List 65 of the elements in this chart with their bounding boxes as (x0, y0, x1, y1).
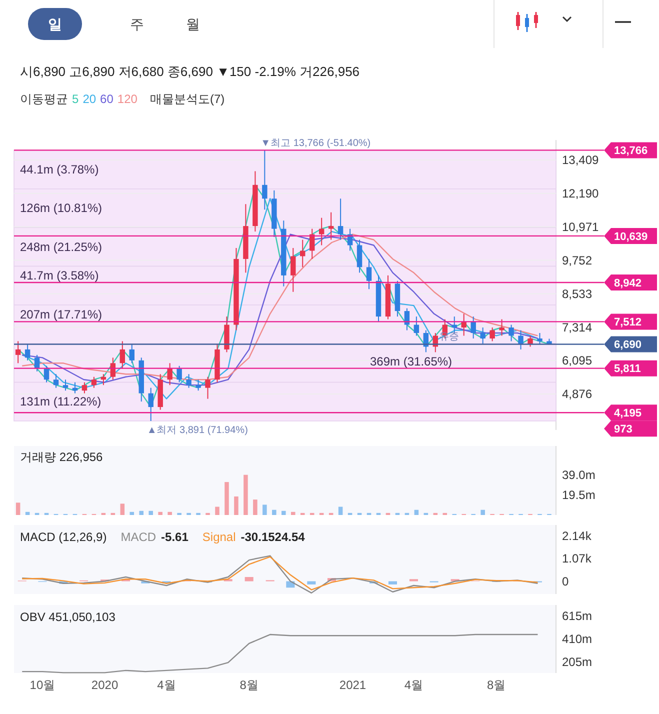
ref-line-label: 4,195 (614, 407, 642, 420)
y-tick-label: 0 (562, 574, 569, 588)
text: 일 (48, 16, 62, 32)
annotation: -30.1524.54 (240, 530, 306, 544)
band-label: 248m (21.25%) (20, 240, 102, 254)
ref-line-label: 8,942 (614, 277, 642, 290)
annotation: ▲최저 3,891 (71.94%) (146, 424, 248, 436)
ref-line-label: 6,690 (614, 339, 642, 352)
price-tag: 13,766 (604, 142, 657, 158)
text: Signal (202, 530, 236, 544)
ref-line-label: 5,811 (614, 363, 641, 376)
x-tick-label: 10월 (30, 678, 56, 692)
price-tag: 8,942 (604, 274, 657, 290)
ref-line-label: 10,639 (614, 230, 648, 243)
y-tick-label: 205m (562, 655, 592, 670)
x-tick-label: 4월 (404, 678, 424, 692)
chart-title: OBV 451,050,103 (20, 610, 116, 624)
band-label: 44.1m (3.78%) (20, 162, 99, 177)
ref-line-label: 13,766 (614, 145, 648, 158)
y-tick-label: 39.0m (562, 468, 596, 482)
text: 매물분석도(7) (150, 92, 225, 106)
text: 월 (186, 16, 200, 32)
chart-title: 거래량 226,956 (20, 450, 104, 464)
y-tick-label: 2.14k (562, 529, 592, 544)
price-tag: 973 (604, 420, 657, 437)
x-tick-label: 2020 (91, 678, 118, 692)
text: 20 (82, 92, 96, 106)
y-tick-label: 615m (562, 609, 592, 624)
price-tag: 10,639 (604, 228, 657, 244)
x-tick-label: 8월 (240, 678, 258, 692)
text: MACD (120, 530, 156, 544)
band-label: 41.7m (3.58%) (20, 268, 99, 282)
ref-line-label: 7,512 (614, 316, 642, 329)
price-tag: 4,195 (604, 404, 657, 421)
y-tick-label: 10,971 (562, 220, 600, 234)
text: 120 (117, 92, 138, 106)
text: 60 (100, 92, 114, 106)
band-label: 369m (31.65%) (370, 354, 452, 368)
band-label: 207m (17.71%) (20, 308, 102, 322)
y-tick-label: 9,752 (562, 253, 592, 268)
chart-title: MACD (12,26,9) (20, 530, 107, 544)
price-tag: 6,690 (604, 336, 657, 352)
y-tick-label: 410m (562, 632, 592, 646)
band-label: 126m (10.81%) (20, 201, 102, 216)
y-tick-label: 19.5m (562, 488, 596, 502)
price-tag: 7,512 (604, 314, 657, 330)
annotation: -5.61 (161, 530, 189, 544)
x-tick-label: 8월 (487, 678, 506, 692)
y-tick-label: 12,190 (562, 186, 600, 201)
text: 주 (130, 16, 144, 32)
y-tick-label: 4,876 (562, 387, 592, 402)
x-tick-label: 4월 (157, 678, 176, 692)
band-label: 131m (11.22%) (20, 394, 102, 409)
x-tick-label: 2021 (339, 678, 366, 692)
y-tick-label: 7,314 (562, 320, 592, 334)
legend-title: 이동평균 (20, 92, 68, 106)
text: 5 (72, 92, 79, 106)
y-tick-label: 13,409 (562, 153, 600, 168)
chart-title: 시6,890 고6,890 저6,680 종6,690 ▼150 -2.19% 거226,956 (20, 64, 360, 79)
price-tag: 5,811 (604, 360, 657, 376)
annotation: 유증 (438, 332, 459, 342)
y-tick-label: 1.07k (562, 552, 592, 566)
annotation: ▼최고 13,766 (-51.40%) (260, 138, 371, 150)
y-tick-label: 6,095 (562, 354, 592, 368)
y-tick-label: 8,533 (562, 286, 592, 301)
